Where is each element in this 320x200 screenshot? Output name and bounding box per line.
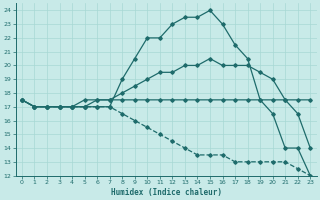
X-axis label: Humidex (Indice chaleur): Humidex (Indice chaleur): [111, 188, 221, 197]
